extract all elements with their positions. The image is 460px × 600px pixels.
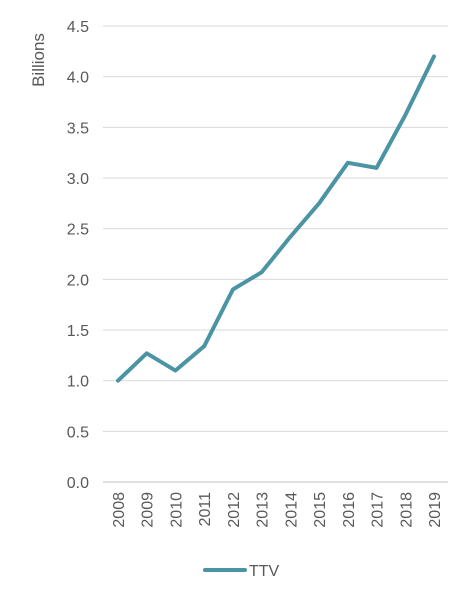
y-tick-label: 4.0 [67,70,89,87]
x-tick-label: 2019 [427,492,444,528]
x-tick-label: 2018 [398,492,415,528]
y-tick-label: 2.5 [67,222,89,239]
x-tick-label: 2011 [197,492,214,527]
series [116,54,436,383]
x-tick-label: 2012 [226,492,243,528]
y-tick-label: 1.0 [67,374,89,391]
y-tick-label: 0.5 [67,424,89,441]
x-tick-label: 2013 [255,492,272,528]
y-tick-label: 3.5 [67,120,89,137]
y-tick-label: 0.0 [67,475,89,492]
y-tick-label: 3.0 [67,171,89,188]
y-tick-label: 1.5 [67,323,89,340]
y-tick-label: 2.0 [67,272,89,289]
series-line-ttv [116,54,436,383]
x-tick-label: 2009 [140,492,157,528]
x-tick-label: 2008 [111,492,128,528]
y-tick-label: 4.5 [67,19,89,36]
legend: TTV [203,563,280,580]
y-axis-ticks: 0.0 0.5 1.0 1.5 2.0 2.5 3.0 3.5 4.0 4.5 [67,19,89,492]
x-tick-label: 2014 [283,492,300,528]
x-tick-label: 2015 [312,492,329,528]
x-tick-label: 2016 [341,492,358,528]
x-axis-ticks: 2008 2009 2010 2011 2012 2013 2014 2015 2016 2017… [111,492,444,528]
x-tick-label: 2010 [168,492,185,528]
y-axis-title: Billions [29,33,48,87]
gridlines [103,25,448,432]
legend-label: TTV [249,563,280,580]
x-tick-label: 2017 [370,492,387,528]
